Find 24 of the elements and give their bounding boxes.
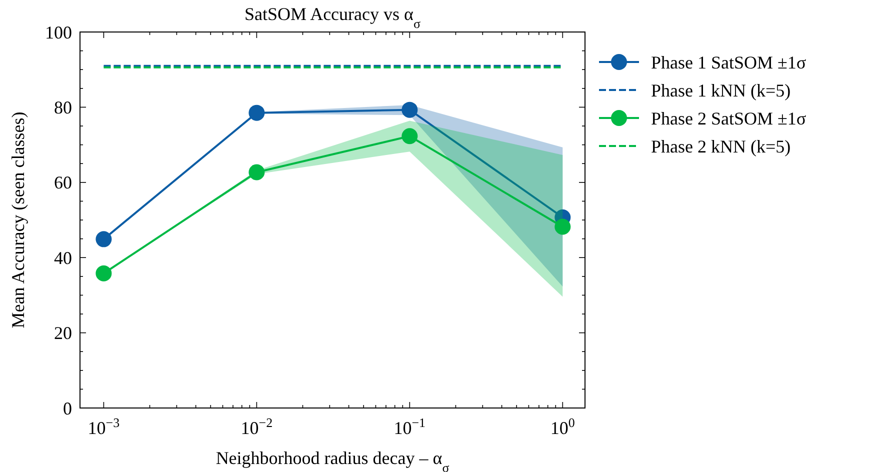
x-tick-label: 10$^{0}$ [550,414,575,438]
point [96,231,112,248]
point [402,128,418,144]
point [554,218,571,235]
legend-label: Phase 1 SatSOM ±1σ [651,52,806,72]
point [96,265,112,282]
chart-title: SatSOM Accuracy vs α$_{σ}$ [244,4,420,30]
y-tick-label: 0 [63,398,72,418]
x-tick-label: 10$^{−2}$ [240,414,273,438]
legend-label: Phase 1 kNN (k=5) [651,80,791,100]
y-tick-label: 100 [45,22,72,42]
point [248,164,265,180]
y-tick-label: 20 [54,323,72,344]
x-tick-label: 10$^{−3}$ [88,414,120,438]
point [248,104,265,121]
x-axis-title: Neighborhood radius decay – α$_{σ}$ [216,448,450,472]
y-tick-label: 40 [54,248,72,268]
y-tick-label: 80 [54,98,72,118]
point [402,102,418,118]
x-tick-label: 10$^{−1}$ [394,414,426,438]
y-tick-label: 60 [54,172,72,193]
legend-label: Phase 2 SatSOM ±1σ [651,108,806,128]
legend-label: Phase 2 kNN (k=5) [651,136,791,156]
y-axis-title: Mean Accuracy (seen classes) [8,112,28,328]
